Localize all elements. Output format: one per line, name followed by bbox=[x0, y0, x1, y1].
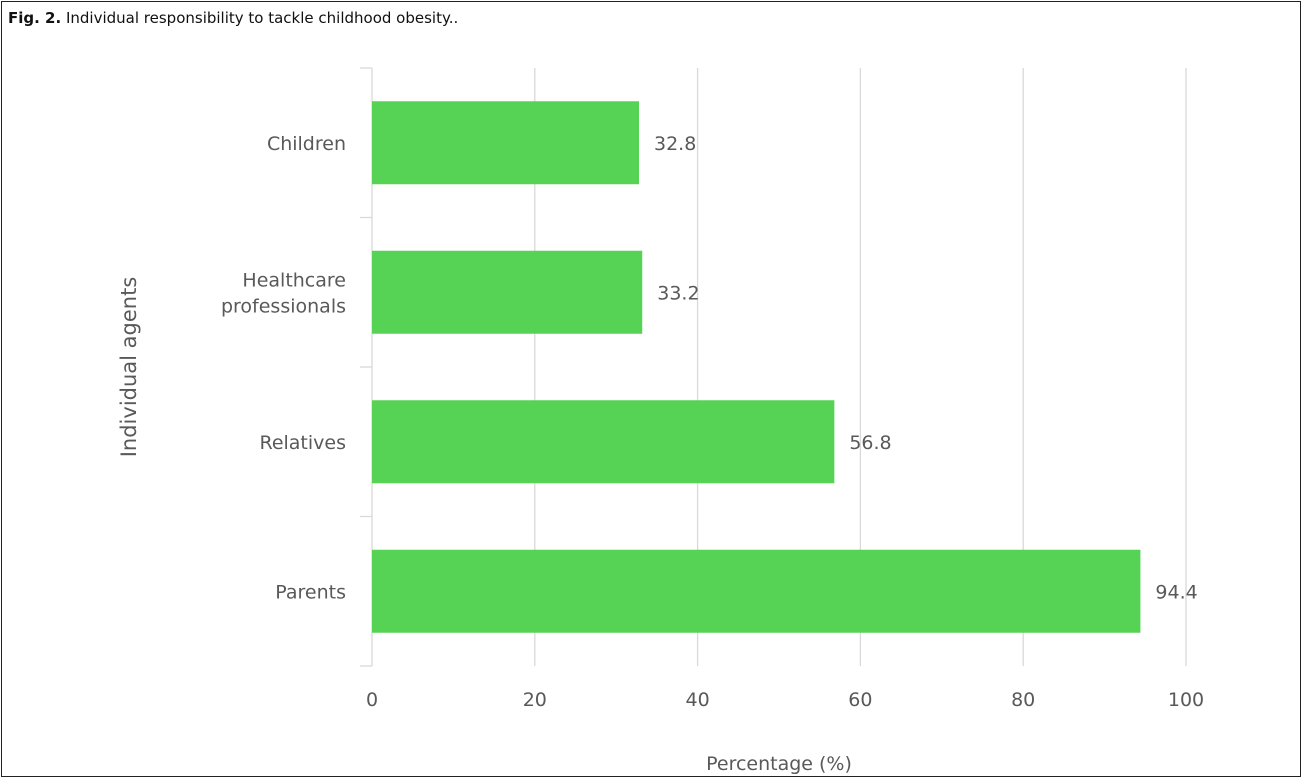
data-label: 56.8 bbox=[849, 432, 891, 454]
bar-healthcare-professionals bbox=[372, 250, 643, 334]
bars bbox=[372, 101, 1141, 633]
figure-caption: Fig. 2. Individual responsibility to tac… bbox=[8, 9, 458, 27]
category-label: Children bbox=[267, 133, 346, 155]
data-label: 32.8 bbox=[654, 133, 696, 155]
data-label: 33.2 bbox=[657, 282, 699, 304]
figure-caption-text: Individual responsibility to tackle chil… bbox=[65, 9, 459, 27]
data-label: 94.4 bbox=[1155, 581, 1197, 603]
x-axis-title: Percentage (%) bbox=[706, 753, 852, 775]
x-tick-label: 20 bbox=[523, 689, 547, 711]
bar-parents bbox=[372, 549, 1141, 633]
bar-relatives bbox=[372, 400, 835, 484]
x-tick-label: 100 bbox=[1168, 689, 1204, 711]
labels: 0 20 40 60 80 100 32.8 Children 33.2 Healthcare pr… bbox=[117, 133, 1204, 775]
x-tick-label: 60 bbox=[848, 689, 872, 711]
x-tick-label: 80 bbox=[1011, 689, 1035, 711]
category-label: Healthcare bbox=[242, 269, 346, 291]
category-label: Relatives bbox=[259, 432, 346, 454]
category-label: professionals bbox=[221, 295, 346, 317]
y-axis-title: Individual agents bbox=[117, 277, 141, 458]
x-tick-label: 0 bbox=[366, 689, 378, 711]
category-label: Parents bbox=[275, 581, 346, 603]
x-tick-label: 40 bbox=[686, 689, 710, 711]
bar-children bbox=[372, 101, 639, 185]
figure-label: Fig. 2. bbox=[8, 9, 62, 27]
axes bbox=[360, 67, 373, 667]
